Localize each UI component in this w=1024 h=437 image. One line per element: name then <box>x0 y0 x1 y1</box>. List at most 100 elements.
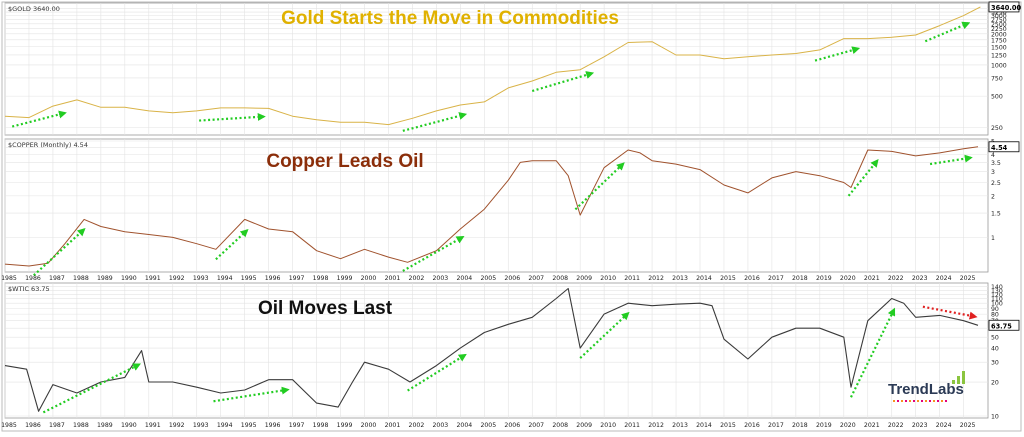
oil-x-tick-label: 2003 <box>433 422 449 429</box>
gold-y-tick-label: 3250 <box>991 10 1007 17</box>
oil-y-tick-label: 140 <box>991 284 1003 291</box>
gold-last-value-box <box>988 1 1020 13</box>
gold-y-tick-label: 250 <box>991 125 1003 132</box>
gold-trend-arrow <box>924 21 971 43</box>
oil-x-tick-label: 1998 <box>313 422 329 429</box>
gold-y-tick-label: 2000 <box>991 31 1007 38</box>
copper-x-tick-label: 2024 <box>936 275 952 282</box>
oil-x-tick-label: 1991 <box>145 422 161 429</box>
gold-y-tick-label: 2500 <box>991 21 1007 28</box>
copper-y-tick-label: 1.5 <box>991 211 1001 218</box>
copper-x-tick-label: 2017 <box>768 275 784 282</box>
copper-x-tick-label: 2013 <box>672 275 688 282</box>
copper-last-value-box <box>988 141 1020 153</box>
oil-x-tick-label: 2023 <box>912 422 928 429</box>
logo-bar-icon <box>962 371 965 384</box>
copper-x-tick-label: 2000 <box>361 275 377 282</box>
copper-panel: 11.522.533.544.55$COPPER (Monthly) 4.54C… <box>4 138 1020 277</box>
copper-x-tick-label: 2021 <box>864 275 880 282</box>
oil-trend-arrow <box>850 307 896 398</box>
gold-y-tick-label: 2250 <box>991 26 1007 33</box>
oil-x-tick-label: 2017 <box>768 422 784 429</box>
oil-price-line <box>4 287 979 412</box>
oil-x-tick-label: 2002 <box>409 422 425 429</box>
copper-x-tick-label: 2009 <box>576 275 592 282</box>
oil-symbol-label: $WTIC 63.75 <box>8 285 50 293</box>
oil-x-tick-label: 2011 <box>624 422 640 429</box>
gold-y-tick-label: 500 <box>991 94 1003 101</box>
copper-x-tick-label: 2018 <box>792 275 808 282</box>
logo-bar-icon <box>952 380 955 384</box>
copper-x-tick-label: 2003 <box>433 275 449 282</box>
logo-dot-icon <box>921 400 923 402</box>
copper-x-tick-label: 2008 <box>552 275 568 282</box>
copper-panel-frame <box>4 138 989 273</box>
oil-y-tick-label: 20 <box>991 380 999 387</box>
copper-x-tick-label: 1999 <box>337 275 353 282</box>
copper-x-tick-label: 1990 <box>121 275 137 282</box>
oil-x-tick-label: 1990 <box>121 422 137 429</box>
logo-dot-icon <box>893 400 895 402</box>
oil-x-tick-label: 2021 <box>864 422 880 429</box>
oil-y-tick-label: 30 <box>991 360 999 367</box>
oil-x-tick-label: 2010 <box>600 422 616 429</box>
copper-x-tick-label: 2002 <box>409 275 425 282</box>
oil-x-tick-label: 2012 <box>648 422 664 429</box>
copper-x-tick-label: 2012 <box>648 275 664 282</box>
oil-x-tick-label: 2001 <box>385 422 401 429</box>
trendlabs-logo-text: TrendLabs <box>888 381 964 398</box>
copper-price-line <box>4 146 979 267</box>
logo-dot-icon <box>933 400 935 402</box>
copper-x-tick-label: 1998 <box>313 275 329 282</box>
oil-x-tick-label: 2019 <box>816 422 832 429</box>
copper-x-tick-label: 2022 <box>888 275 904 282</box>
oil-x-tick-label: 1987 <box>49 422 65 429</box>
oil-x-tick-label: 1997 <box>289 422 305 429</box>
oil-x-tick-label: 2004 <box>456 422 472 429</box>
copper-x-tick-label: 2014 <box>696 275 712 282</box>
oil-y-tick-label: 40 <box>991 346 999 353</box>
copper-y-tick-label: 1 <box>991 235 995 242</box>
copper-symbol-label: $COPPER (Monthly) 4.54 <box>8 141 88 149</box>
oil-x-tick-label: 2007 <box>528 422 544 429</box>
oil-chart-title: Oil Moves Last <box>258 298 393 319</box>
oil-x-tick-label: 2009 <box>576 422 592 429</box>
oil-x-tick-label: 2014 <box>696 422 712 429</box>
gold-y-tick-label: 1000 <box>991 62 1007 69</box>
copper-x-tick-label: 1995 <box>241 275 257 282</box>
copper-x-tick-label: 2015 <box>720 275 736 282</box>
copper-x-tick-label: 2005 <box>480 275 496 282</box>
copper-x-tick-label: 1991 <box>145 275 161 282</box>
gold-trend-arrow <box>199 112 266 122</box>
copper-chart-title: Copper Leads Oil <box>266 151 423 172</box>
oil-x-tick-label: 2008 <box>552 422 568 429</box>
gold-price-line <box>4 6 981 126</box>
oil-last-value-label: 63.75 <box>991 322 1012 330</box>
oil-y-tick-label: 120 <box>991 292 1003 299</box>
logo-dot-icon <box>937 400 939 402</box>
gold-y-tick-label: 1750 <box>991 37 1007 44</box>
copper-x-tick-label: 1997 <box>289 275 305 282</box>
copper-y-tick-label: 4 <box>991 152 995 159</box>
oil-x-tick-label: 2006 <box>504 422 520 429</box>
copper-x-tick-label: 1985 <box>1 275 17 282</box>
oil-x-tick-label: 2000 <box>361 422 377 429</box>
copper-y-tick-label: 2 <box>991 193 995 200</box>
copper-x-tick-label: 2011 <box>624 275 640 282</box>
oil-x-tick-label: 2020 <box>840 422 856 429</box>
oil-y-tick-label: 100 <box>991 301 1003 308</box>
copper-trend-arrow <box>402 236 465 272</box>
gold-trend-arrow <box>11 110 67 128</box>
copper-x-tick-label: 2007 <box>528 275 544 282</box>
copper-last-value-label: 4.54 <box>991 144 1008 152</box>
copper-x-tick-label: 2004 <box>456 275 472 282</box>
oil-x-tick-label: 1999 <box>337 422 353 429</box>
oil-y-tick-label: 80 <box>991 312 999 319</box>
oil-y-tick-label: 50 <box>991 335 999 342</box>
copper-x-tick-label: 1986 <box>25 275 41 282</box>
oil-trend-arrow <box>579 311 630 359</box>
oil-x-tick-label: 1996 <box>265 422 281 429</box>
copper-trend-arrow <box>847 159 879 197</box>
oil-x-tick-label: 2024 <box>936 422 952 429</box>
copper-x-tick-label: 2019 <box>816 275 832 282</box>
